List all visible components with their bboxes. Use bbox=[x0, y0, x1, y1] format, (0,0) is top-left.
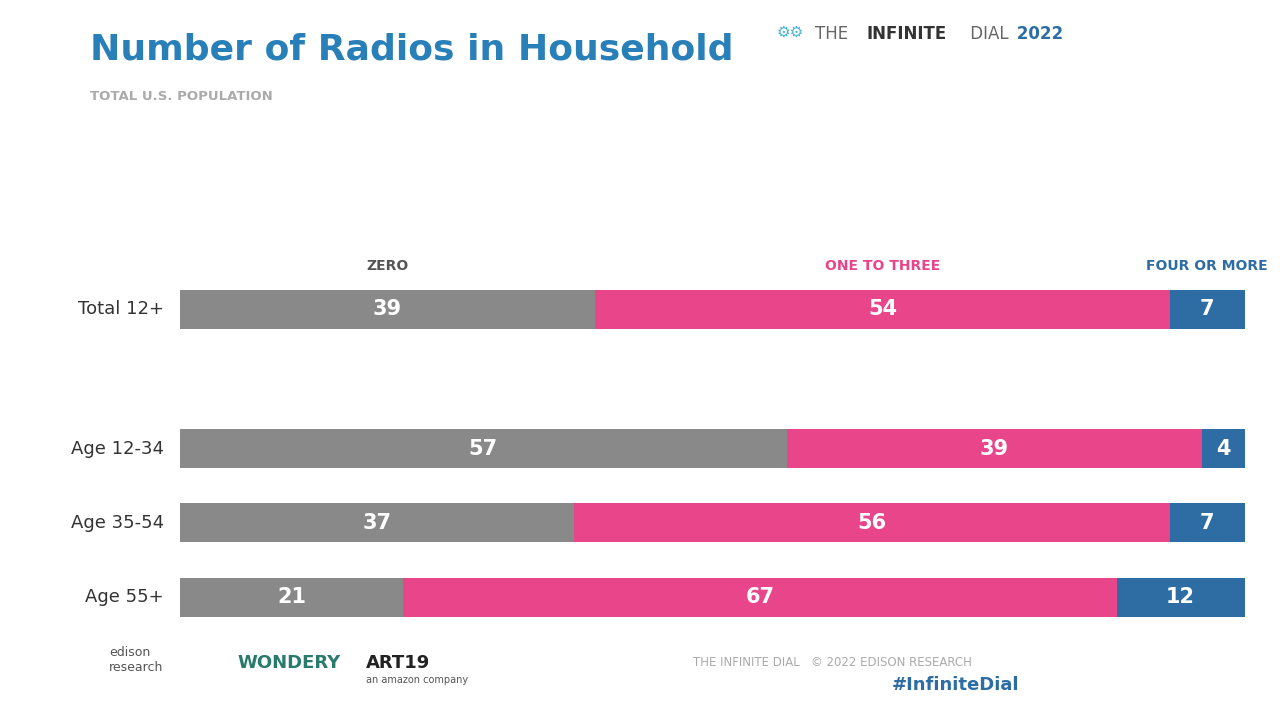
Text: 21: 21 bbox=[277, 588, 305, 607]
Text: 7: 7 bbox=[1200, 299, 1215, 319]
Text: 12: 12 bbox=[1166, 588, 1196, 607]
Text: Age 55+: Age 55+ bbox=[85, 588, 164, 606]
Bar bbox=[786, 429, 1202, 468]
Text: 39: 39 bbox=[980, 438, 1008, 459]
Bar bbox=[180, 578, 403, 617]
Text: 37: 37 bbox=[362, 513, 391, 533]
Text: #InfiniteDial: #InfiniteDial bbox=[892, 676, 1019, 694]
Bar bbox=[1170, 290, 1245, 329]
Text: ZERO: ZERO bbox=[366, 259, 408, 273]
Text: 4: 4 bbox=[1216, 438, 1230, 459]
Text: DIAL: DIAL bbox=[965, 25, 1008, 43]
Text: an amazon company: an amazon company bbox=[366, 675, 468, 685]
Text: 56: 56 bbox=[857, 513, 887, 533]
Text: 67: 67 bbox=[745, 588, 775, 607]
Text: 54: 54 bbox=[867, 299, 897, 319]
Text: 7: 7 bbox=[1200, 513, 1215, 533]
Bar bbox=[1170, 503, 1245, 542]
Text: ART19: ART19 bbox=[366, 654, 430, 672]
Text: ⚙⚙: ⚙⚙ bbox=[776, 25, 803, 40]
Text: ONE TO THREE: ONE TO THREE bbox=[825, 259, 940, 273]
Text: Age 12-34: Age 12-34 bbox=[71, 440, 164, 458]
Bar bbox=[1116, 578, 1245, 617]
Text: 57: 57 bbox=[468, 438, 498, 459]
Bar bbox=[574, 503, 1170, 542]
Bar bbox=[403, 578, 1116, 617]
Text: Total 12+: Total 12+ bbox=[78, 300, 164, 318]
Bar bbox=[1202, 429, 1245, 468]
Text: Age 35-54: Age 35-54 bbox=[71, 514, 164, 532]
Text: WONDERY: WONDERY bbox=[237, 654, 340, 672]
Text: THE INFINITE DIAL   © 2022 EDISON RESEARCH: THE INFINITE DIAL © 2022 EDISON RESEARCH bbox=[693, 656, 971, 669]
Text: 39: 39 bbox=[372, 299, 402, 319]
Text: edison
research: edison research bbox=[109, 646, 163, 674]
Text: INFINITE: INFINITE bbox=[866, 25, 947, 43]
Text: TOTAL U.S. POPULATION: TOTAL U.S. POPULATION bbox=[90, 90, 272, 103]
Text: Number of Radios in Household: Number of Radios in Household bbox=[90, 32, 734, 66]
Text: 2022: 2022 bbox=[1011, 25, 1064, 43]
Bar bbox=[180, 290, 595, 329]
Bar bbox=[180, 503, 574, 542]
Text: THE: THE bbox=[815, 25, 853, 43]
Text: FOUR OR MORE: FOUR OR MORE bbox=[1147, 259, 1268, 273]
Bar bbox=[595, 290, 1170, 329]
Bar bbox=[180, 429, 786, 468]
